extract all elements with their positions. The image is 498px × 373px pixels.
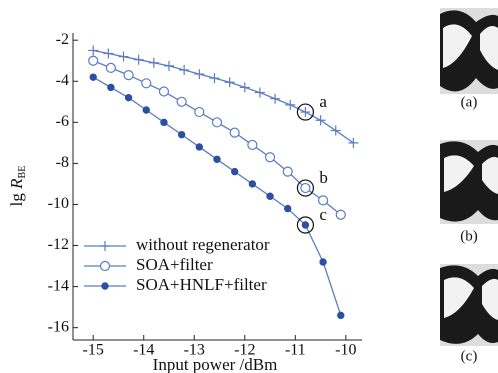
marker-filled-circle: [125, 94, 131, 100]
marker-plus: [255, 88, 265, 98]
marker-filled-circle: [338, 312, 344, 318]
marker-plus: [331, 126, 341, 136]
marker-filled-circle: [143, 107, 149, 113]
marker-plus: [134, 55, 144, 65]
marker-filled-circle: [161, 119, 167, 125]
marker-open-circle: [248, 140, 257, 149]
marker-filled-circle: [196, 144, 202, 150]
annotation-label: c: [319, 205, 327, 224]
series-line: [93, 50, 353, 142]
marker-plus: [209, 73, 219, 83]
y-tick-label: -4: [56, 72, 69, 89]
marker-plus: [88, 45, 98, 55]
panel-label: (a): [461, 94, 478, 110]
marker-open-circle: [212, 118, 221, 127]
marker-open-circle: [89, 56, 98, 65]
marker-open-circle: [336, 210, 345, 219]
marker-filled-circle: [285, 205, 291, 211]
marker-plus: [300, 107, 310, 117]
marker-open-circle: [301, 184, 310, 193]
y-tick-label: -8: [56, 154, 69, 171]
marker-filled-circle: [249, 181, 255, 187]
x-tick-label: -13: [184, 342, 205, 359]
marker-open-circle: [106, 63, 115, 72]
marker-open-circle: [101, 262, 110, 271]
marker-filled-circle: [90, 74, 96, 80]
marker-open-circle: [230, 128, 239, 137]
y-label-var: R: [7, 178, 26, 190]
x-tick-label: -10: [335, 342, 356, 359]
eye-a: [440, 8, 498, 94]
marker-filled-circle: [102, 283, 108, 289]
marker-filled-circle: [302, 222, 308, 228]
y-tick-label: -14: [48, 277, 69, 294]
marker-plus: [194, 69, 204, 79]
marker-open-circle: [159, 87, 168, 96]
marker-plus: [179, 65, 189, 75]
marker-open-circle: [319, 196, 328, 205]
marker-filled-circle: [214, 156, 220, 162]
figure: (a) (b) (c) Input power /dBm lg RBE -2 -4…: [0, 0, 498, 373]
marker-filled-circle: [108, 84, 114, 90]
marker-plus: [316, 115, 326, 125]
marker-open-circle: [142, 79, 151, 88]
y-tick-label: -6: [56, 113, 69, 130]
marker-plus: [119, 52, 129, 62]
marker-open-circle: [124, 71, 133, 80]
x-tick-label: -12: [234, 342, 255, 359]
panel-label: (b): [460, 228, 478, 244]
marker-filled-circle: [178, 131, 184, 137]
legend-label: SOA+HNLF+filter: [136, 275, 267, 294]
marker-filled-circle: [231, 168, 237, 174]
marker-plus: [240, 82, 250, 92]
marker-plus: [225, 77, 235, 87]
eye-c: [440, 264, 498, 346]
marker-plus: [164, 61, 174, 71]
marker-plus: [149, 58, 159, 68]
y-axis-label: lg RBE: [7, 166, 28, 207]
panel-label: (c): [461, 348, 478, 364]
legend: without regeneratorSOA+filterSOA+HNLF+fi…: [84, 235, 270, 294]
y-label-prefix: lg: [7, 189, 26, 206]
marker-filled-circle: [267, 193, 273, 199]
x-tick-label: -11: [285, 342, 306, 359]
marker-plus: [270, 94, 280, 104]
legend-label: SOA+filter: [136, 255, 213, 274]
y-tick-label: -2: [56, 31, 69, 48]
x-tick-label: -15: [83, 342, 104, 359]
marker-plus: [285, 100, 295, 110]
marker-open-circle: [283, 167, 292, 176]
annotation-label: b: [319, 168, 328, 187]
marker-plus: [103, 49, 113, 59]
marker-open-circle: [195, 108, 204, 117]
x-axis-label: Input power /dBm: [153, 355, 278, 373]
eye-b: [440, 140, 498, 224]
annotation-label: a: [319, 92, 327, 111]
y-tick-label: -12: [48, 236, 69, 253]
marker-plus: [348, 138, 358, 148]
legend-label: without regenerator: [136, 235, 270, 254]
marker-open-circle: [177, 97, 186, 106]
eye-diagrams: [440, 8, 498, 346]
marker-plus: [100, 241, 110, 251]
y-tick-label: -10: [48, 195, 69, 212]
marker-open-circle: [266, 153, 275, 162]
y-label-sub: BE: [17, 166, 28, 179]
x-tick-label: -14: [133, 342, 154, 359]
y-tick-label: -16: [48, 318, 69, 335]
marker-filled-circle: [320, 259, 326, 265]
